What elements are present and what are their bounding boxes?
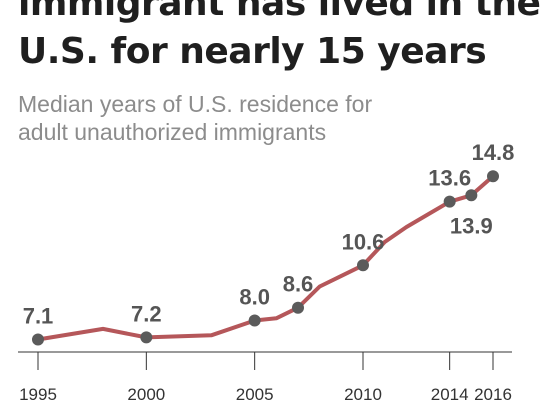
data-point-2014 bbox=[443, 195, 456, 208]
x-tick-label-1995: 1995 bbox=[19, 385, 57, 400]
data-point-1995 bbox=[32, 333, 44, 346]
data-point-2005 bbox=[248, 314, 261, 327]
data-label-2005: 8.0 bbox=[239, 284, 270, 309]
data-label-2000: 7.2 bbox=[131, 301, 162, 326]
data-label-1995: 7.1 bbox=[23, 304, 54, 329]
series-line bbox=[36, 174, 495, 342]
chart-subtitle-line-1: Median years of U.S. residence for bbox=[18, 91, 373, 117]
data-point-2007 bbox=[292, 301, 304, 314]
data-label-2010: 10.6 bbox=[342, 229, 385, 254]
x-tick-label-2000: 2000 bbox=[127, 385, 165, 400]
x-tick-label-2010: 2010 bbox=[344, 385, 382, 400]
x-tick-label-2016: 2016 bbox=[474, 385, 512, 400]
x-tick-label-2005: 2005 bbox=[236, 385, 274, 400]
data-label-2014: 13.6 bbox=[428, 166, 471, 191]
data-point-2016 bbox=[487, 170, 499, 183]
data-label-2015: 13.9 bbox=[450, 213, 493, 238]
data-point-2010 bbox=[357, 259, 369, 272]
data-point-2015 bbox=[465, 189, 478, 202]
data-label-2007: 8.6 bbox=[283, 272, 314, 297]
chart-subtitle-line-2: adult unauthorized immigrants bbox=[18, 119, 327, 145]
data-point-2000 bbox=[140, 331, 153, 344]
x-tick-label-2014: 2014 bbox=[431, 385, 469, 400]
chart-title-line-1: immigrant has lived in the bbox=[18, 0, 540, 24]
chart-title-line-2: U.S. for nearly 15 years bbox=[18, 31, 487, 72]
data-label-2016: 14.8 bbox=[472, 140, 515, 165]
